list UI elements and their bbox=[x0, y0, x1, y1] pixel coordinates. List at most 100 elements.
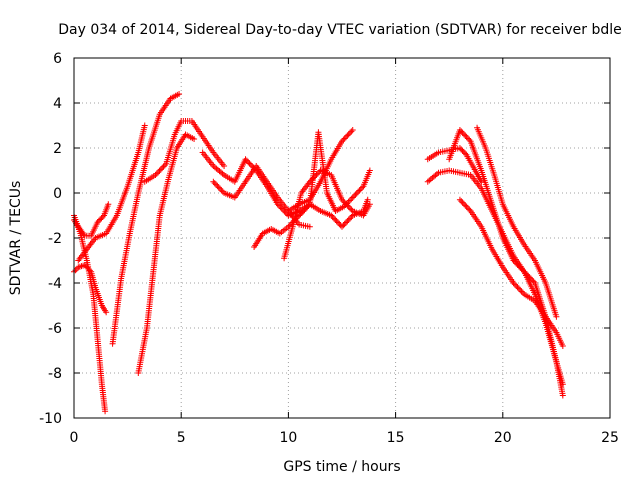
y-tick-label: -10 bbox=[39, 411, 62, 427]
data-point bbox=[313, 171, 320, 178]
data-point bbox=[141, 122, 148, 129]
data-point bbox=[519, 289, 526, 296]
data-point bbox=[97, 216, 104, 223]
data-point bbox=[95, 217, 102, 224]
data-point bbox=[510, 280, 517, 286]
data-point bbox=[525, 272, 532, 279]
data-point bbox=[559, 392, 566, 399]
data-point bbox=[529, 277, 536, 284]
data-point bbox=[334, 219, 341, 226]
data-point bbox=[514, 284, 521, 291]
data-point bbox=[513, 260, 520, 267]
data-point bbox=[210, 178, 217, 185]
data-point bbox=[191, 136, 198, 142]
data-point bbox=[328, 212, 335, 219]
data-point bbox=[522, 270, 529, 277]
data-point bbox=[86, 267, 93, 274]
data-point bbox=[300, 208, 307, 215]
x-tick-label: 10 bbox=[279, 430, 297, 446]
y-tick-label: -4 bbox=[48, 276, 62, 292]
series-trace-2 bbox=[71, 262, 110, 316]
data-point bbox=[333, 218, 340, 225]
series-trace-13 bbox=[296, 129, 373, 219]
data-point bbox=[277, 204, 284, 211]
data-point bbox=[517, 287, 524, 294]
data-point bbox=[348, 196, 355, 202]
data-point bbox=[458, 146, 465, 153]
data-point bbox=[460, 200, 467, 207]
data-point bbox=[297, 211, 304, 218]
data-point bbox=[247, 161, 254, 168]
data-point bbox=[329, 213, 336, 220]
data-point bbox=[348, 206, 355, 213]
axis-ticks: 0 5 10 15 20 25 -10 -8 -6 -4 -2 0 2 4 6 bbox=[39, 51, 619, 446]
data-point bbox=[343, 134, 350, 141]
data-point bbox=[366, 167, 373, 174]
y-tick-label: -6 bbox=[48, 321, 62, 337]
data-point bbox=[304, 204, 311, 211]
data-point bbox=[102, 408, 109, 415]
data-point bbox=[94, 219, 101, 226]
series-trace-18 bbox=[474, 124, 560, 320]
series-trace-17 bbox=[456, 196, 566, 349]
data-point bbox=[521, 268, 528, 275]
y-axis-label: SDTVAR / TECUs bbox=[8, 181, 24, 296]
data-point bbox=[301, 206, 308, 213]
data-point bbox=[347, 129, 354, 136]
data-point bbox=[357, 186, 364, 193]
data-point bbox=[526, 274, 533, 281]
data-point bbox=[527, 275, 534, 282]
data-point bbox=[278, 205, 285, 212]
data-point bbox=[243, 157, 250, 164]
series-trace-7 bbox=[141, 118, 228, 185]
data-point bbox=[456, 196, 463, 203]
data-point bbox=[157, 166, 164, 173]
data-point bbox=[103, 309, 110, 316]
series-trace-4 bbox=[75, 122, 148, 264]
data-point bbox=[553, 313, 560, 320]
y-tick-label: -8 bbox=[48, 366, 62, 382]
data-point bbox=[459, 199, 466, 206]
data-point bbox=[242, 156, 249, 163]
data-point bbox=[530, 278, 537, 285]
x-axis-label: GPS time / hours bbox=[283, 459, 400, 475]
x-tick-label: 25 bbox=[601, 430, 619, 446]
data-point bbox=[274, 201, 281, 208]
data-point bbox=[456, 145, 463, 151]
series-trace-16 bbox=[446, 127, 566, 399]
data-point bbox=[215, 184, 222, 191]
y-tick-label: 4 bbox=[53, 96, 62, 112]
data-point bbox=[152, 172, 159, 178]
series-trace-9 bbox=[210, 163, 313, 230]
data-point bbox=[245, 159, 252, 166]
data-point bbox=[341, 135, 348, 142]
y-tick-label: 0 bbox=[53, 186, 62, 202]
data-point bbox=[211, 180, 218, 187]
data-point bbox=[519, 267, 526, 274]
data-point bbox=[298, 209, 305, 216]
data-point bbox=[344, 218, 351, 225]
data-point bbox=[518, 265, 525, 272]
data-point bbox=[85, 266, 92, 273]
data-point bbox=[153, 170, 160, 177]
data-point bbox=[515, 263, 522, 270]
data-point bbox=[81, 262, 88, 268]
x-tick-label: 5 bbox=[177, 430, 186, 446]
data-point bbox=[478, 178, 485, 185]
data-point bbox=[339, 223, 345, 230]
data-point bbox=[343, 219, 350, 226]
y-tick-label: -2 bbox=[48, 231, 62, 247]
data-point bbox=[72, 267, 79, 274]
x-tick-label: 15 bbox=[387, 430, 405, 446]
data-point bbox=[176, 91, 183, 97]
data-point bbox=[559, 343, 566, 349]
data-point bbox=[330, 215, 337, 222]
data-point bbox=[84, 264, 91, 271]
data-point bbox=[213, 181, 220, 188]
data-point bbox=[463, 203, 470, 210]
data-point bbox=[160, 163, 167, 170]
data-point bbox=[83, 263, 90, 270]
data-point bbox=[286, 222, 293, 229]
data-point bbox=[296, 212, 303, 219]
